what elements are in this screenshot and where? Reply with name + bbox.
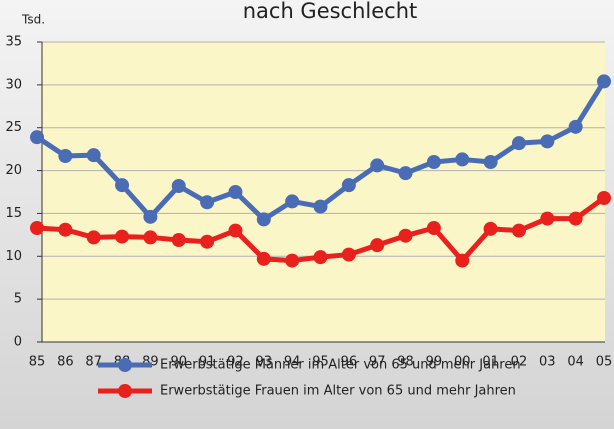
data-point — [483, 155, 498, 169]
x-tick-label: 94 — [284, 355, 301, 370]
x-tick-label: 87 — [85, 355, 102, 370]
data-point — [370, 238, 385, 253]
data-point — [86, 230, 101, 245]
y-tick-label: 10 — [5, 249, 22, 264]
y-tick-label: 5 — [14, 292, 22, 307]
x-tick-label: 99 — [426, 355, 443, 370]
x-tick-label: 92 — [227, 355, 244, 370]
x-tick-label: 03 — [539, 355, 556, 370]
data-point — [285, 253, 300, 268]
x-tick-label: 91 — [199, 355, 216, 370]
data-point — [426, 221, 441, 235]
x-tick-label: 04 — [567, 355, 584, 370]
data-point — [313, 199, 328, 214]
data-point — [483, 221, 498, 236]
x-tick-label: 93 — [256, 355, 273, 370]
data-point — [597, 191, 611, 205]
data-point — [568, 211, 583, 226]
x-tick-label: 05 — [596, 355, 613, 370]
data-point — [597, 74, 611, 89]
y-tick-label: 35 — [5, 35, 22, 50]
data-point — [30, 221, 44, 235]
data-point — [398, 228, 413, 243]
data-point — [256, 251, 271, 266]
data-point — [200, 195, 215, 210]
plot-area — [42, 42, 605, 342]
data-point — [171, 233, 186, 247]
x-tick-label: 02 — [511, 355, 528, 370]
data-point — [398, 166, 413, 181]
data-point — [58, 149, 73, 163]
data-point — [86, 148, 101, 163]
data-point — [143, 209, 158, 224]
data-point — [256, 212, 271, 227]
x-tick-label: 95 — [312, 355, 329, 370]
data-point — [455, 152, 470, 167]
data-point — [171, 179, 186, 193]
data-point — [115, 178, 130, 193]
data-point — [143, 230, 158, 245]
data-point — [370, 158, 385, 173]
data-point — [115, 229, 130, 244]
chart-title: nach Geschlecht — [243, 0, 418, 23]
data-point — [426, 155, 441, 169]
x-tick-label: 86 — [57, 355, 74, 370]
y-tick-label: 30 — [5, 77, 22, 92]
data-point — [285, 194, 300, 209]
data-point — [30, 130, 44, 145]
data-point — [228, 185, 243, 199]
x-tick-label: 98 — [397, 355, 414, 370]
data-point — [58, 222, 73, 237]
y-tick-label: 15 — [5, 206, 22, 221]
data-point — [341, 247, 356, 262]
data-point — [313, 250, 328, 265]
x-tick-label: 01 — [482, 355, 499, 370]
data-point — [200, 234, 215, 249]
data-point — [540, 134, 555, 149]
x-tick-label: 00 — [454, 355, 471, 370]
legend-marker — [118, 384, 132, 398]
x-tick-label: 96 — [341, 355, 358, 370]
y-tick-label: 25 — [5, 120, 22, 135]
data-point — [511, 223, 526, 238]
legend-label: Erwerbstätige Männer im Alter von 65 und… — [160, 358, 521, 373]
y-tick-label: 20 — [5, 163, 22, 178]
x-tick-label: 85 — [29, 355, 46, 370]
data-point — [228, 223, 243, 238]
data-point — [455, 253, 470, 268]
x-tick-label: 90 — [170, 355, 187, 370]
data-point — [341, 178, 356, 193]
data-point — [511, 136, 526, 151]
data-point — [568, 119, 583, 134]
legend-marker — [118, 358, 132, 372]
data-point — [540, 211, 555, 226]
y-tick-label: 0 — [14, 335, 22, 350]
y-axis-label: Tsd. — [21, 13, 45, 27]
x-tick-label: 97 — [369, 355, 386, 370]
legend-label: Erwerbstätige Frauen im Alter von 65 und… — [160, 384, 516, 399]
